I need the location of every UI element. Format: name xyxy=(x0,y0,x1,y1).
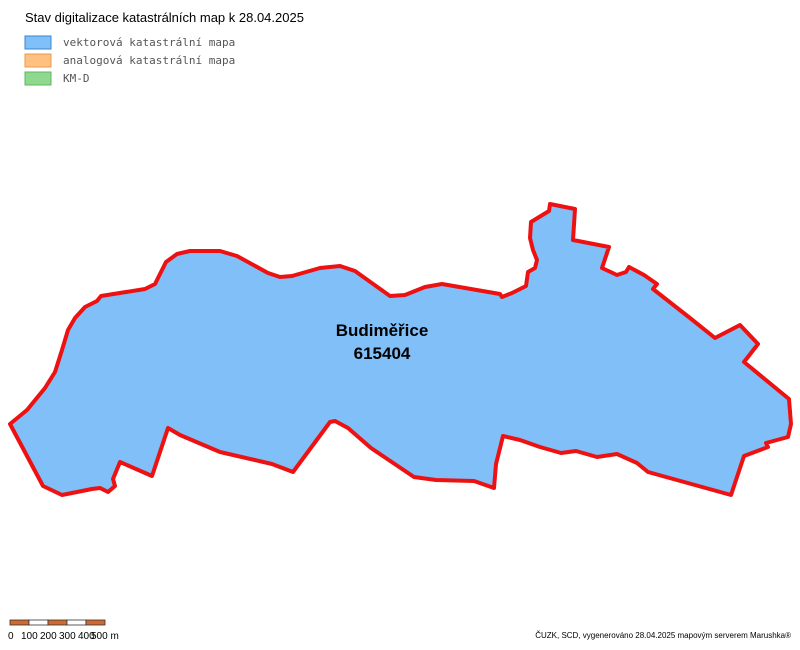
legend-label: vektorová katastrální mapa xyxy=(63,36,235,49)
legend-swatch xyxy=(24,71,52,86)
cadastral-area xyxy=(8,202,793,497)
scale-bar xyxy=(9,619,106,626)
scale-label: 100 xyxy=(21,631,38,642)
legend: vektorová katastrální mapa analogová kata… xyxy=(24,35,235,86)
scale-label: 0 xyxy=(8,631,14,642)
legend-swatch xyxy=(24,35,52,50)
area-code: 615404 xyxy=(354,344,411,363)
scale-label: 500 m xyxy=(91,631,119,642)
area-name: Budiměřice xyxy=(336,321,429,340)
legend-label: analogová katastrální mapa xyxy=(63,54,235,67)
map-title: Stav digitalizace katastrálních map k 28… xyxy=(25,10,304,25)
scale-label: 300 xyxy=(59,631,76,642)
credit: ČUZK, SCD, vygenerováno 28.04.2025 mapov… xyxy=(535,631,791,640)
scale-label: 400 xyxy=(78,631,95,642)
legend-label: KM-D xyxy=(63,72,90,85)
legend-swatch xyxy=(24,53,52,68)
scale-label: 200 xyxy=(40,631,57,642)
